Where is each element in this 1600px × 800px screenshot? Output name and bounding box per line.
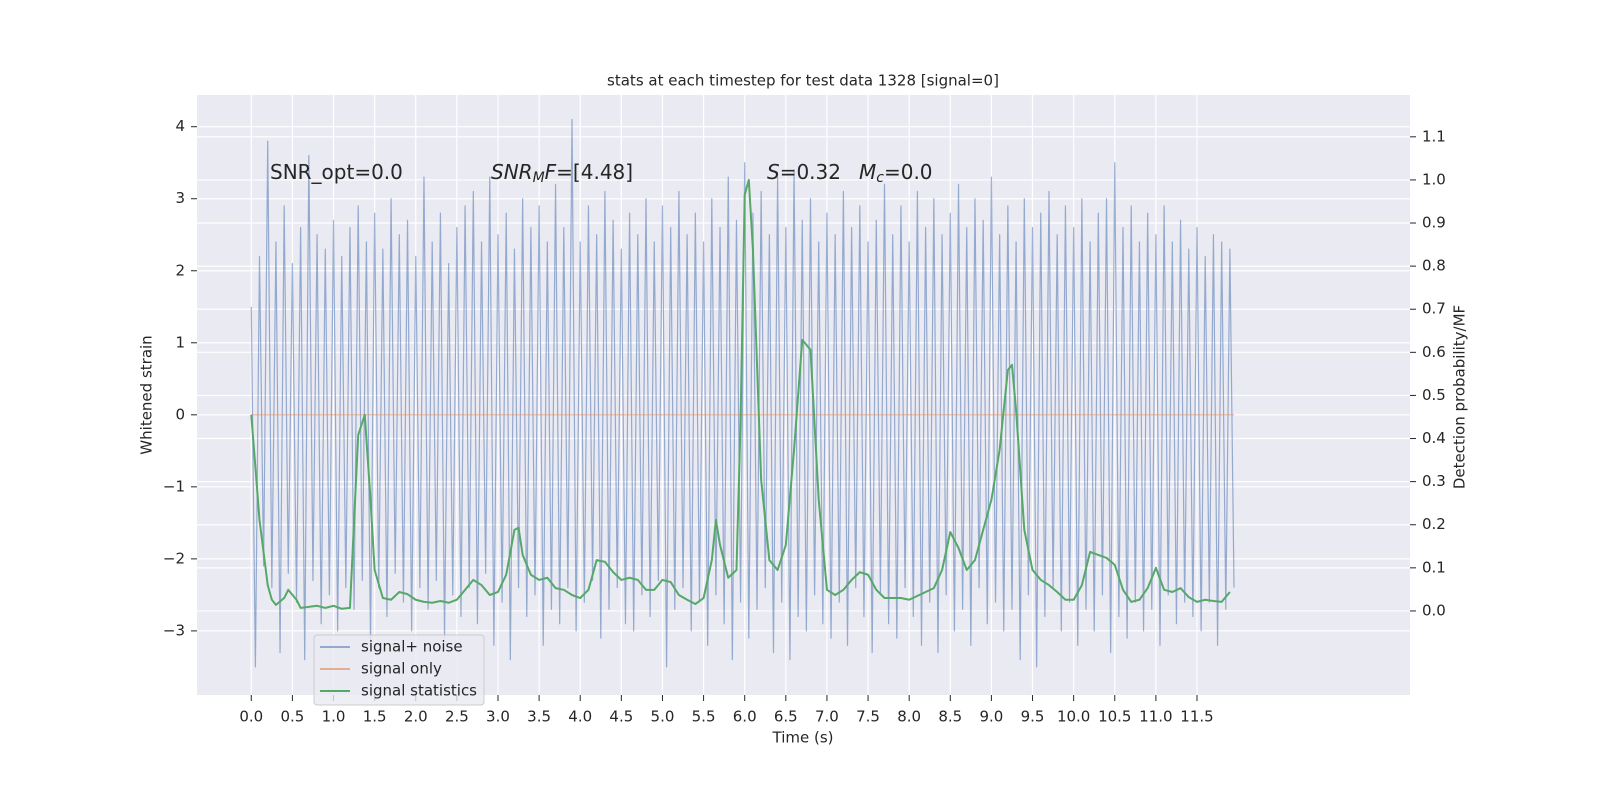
y2-tick-label: 0.9 [1422,214,1446,232]
annotation-part: M [533,170,545,186]
x-tick-label: 6.5 [774,708,798,726]
y-tick-label: 4 [175,117,185,135]
x-tick-label: 5.5 [692,708,716,726]
x-tick-label: 1.0 [322,708,346,726]
legend-box [313,634,485,706]
x-tick-label: 7.0 [815,708,839,726]
series-line [250,118,1235,668]
y2-axis-label: Detection probability/MF [1451,305,1469,489]
y-tick-label: 1 [175,333,185,351]
legend-label: signal+ noise [361,638,463,656]
x-tick-label: 11.5 [1180,708,1213,726]
y-tick-label: −1 [163,477,185,495]
annotation: S=0.32 [767,160,841,184]
annotation-part: F [545,160,557,184]
y-tick-label: −3 [163,621,185,639]
x-tick-label: 6.0 [733,708,757,726]
annotation-part: =0.32 [780,160,841,184]
x-tick-label: 0.0 [239,708,263,726]
y-tick-label: −2 [163,549,185,567]
annotation: SNRMF=[4.48] [491,160,633,187]
y-tick-label: 0 [175,405,185,423]
x-tick-label: 11.0 [1139,708,1172,726]
annotation-part: SNR_opt=0.0 [270,160,403,184]
x-tick-label: 9.0 [979,708,1003,726]
annotation-part: c [876,170,884,186]
x-tick-label: 1.5 [363,708,387,726]
y2-tick-label: 0.1 [1422,558,1446,576]
x-tick-label: 0.5 [280,708,304,726]
x-tick-label: 10.5 [1098,708,1131,726]
x-tick-label: 4.5 [609,708,633,726]
legend-label: signal only [361,660,442,678]
y2-tick-label: 0.5 [1422,386,1446,404]
y2-tick-label: 1.1 [1422,127,1446,145]
chart-title: stats at each timestep for test data 132… [607,72,999,90]
x-tick-label: 9.5 [1021,708,1045,726]
x-axis-label: Time (s) [772,729,834,747]
x-tick-label: 4.0 [568,708,592,726]
x-tick-label: 8.0 [897,708,921,726]
y-axis-label: Whitened strain [138,335,156,454]
y2-tick-label: 0.3 [1422,472,1446,490]
x-tick-label: 8.5 [938,708,962,726]
annotation-part: S [767,160,780,184]
y2-tick-label: 0.6 [1422,343,1446,361]
y2-tick-label: 0.2 [1422,515,1446,533]
x-tick-label: 3.0 [486,708,510,726]
y2-tick-label: 0.4 [1422,429,1446,447]
legend-label: signal statistics [361,682,477,700]
annotation-part: M [859,160,876,184]
annotation: SNR_opt=0.0 [270,160,403,184]
y-tick-label: 2 [175,261,185,279]
y2-tick-label: 0.7 [1422,300,1446,318]
y2-tick-label: 0.0 [1422,601,1446,619]
x-tick-label: 2.5 [445,708,469,726]
annotation-part: =[4.48] [556,160,633,184]
annotation: Mc=0.0 [859,160,933,187]
y2-tick-label: 1.0 [1422,170,1446,188]
x-tick-label: 2.0 [404,708,428,726]
annotation-part: =0.0 [884,160,933,184]
x-tick-label: 3.5 [527,708,551,726]
annotation-part: SNR [491,160,533,184]
x-tick-label: 7.5 [856,708,880,726]
x-tick-label: 10.0 [1057,708,1090,726]
legend: signal+ noise signal only signal statistic… [313,634,485,706]
x-tick-label: 5.0 [651,708,675,726]
y2-tick-label: 0.8 [1422,257,1446,275]
y-tick-label: 3 [175,189,185,207]
series-line [250,178,1231,610]
